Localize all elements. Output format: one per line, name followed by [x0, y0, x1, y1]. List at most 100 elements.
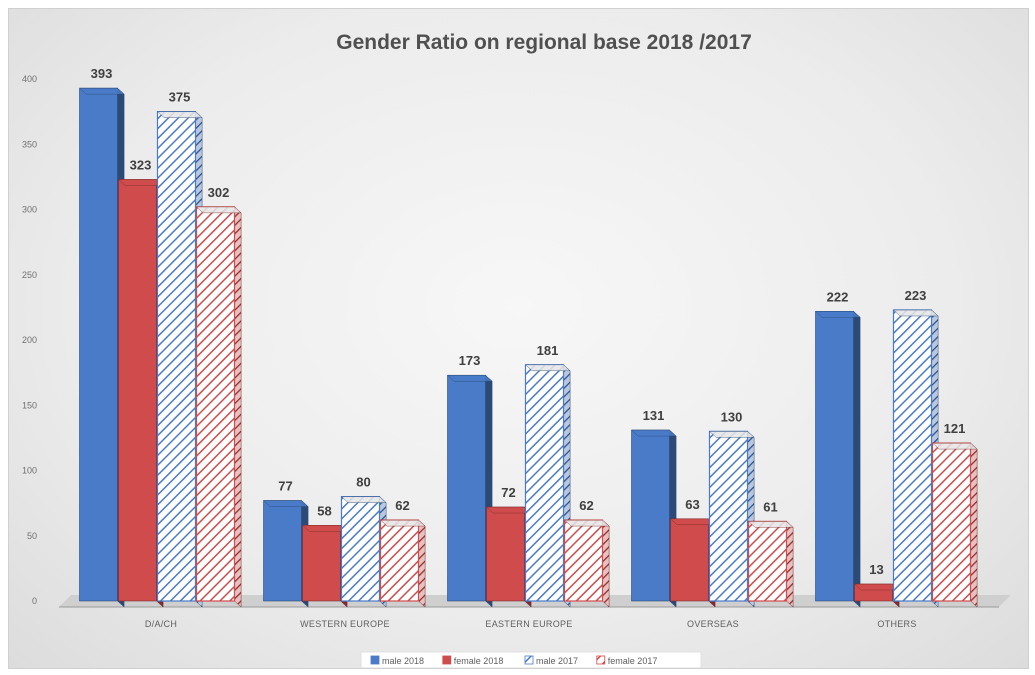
bar [708, 430, 755, 608]
bar-top [814, 311, 861, 318]
bar-top [446, 374, 493, 382]
bar-side [853, 310, 861, 608]
legend-swatch [442, 655, 452, 665]
data-label: 393 [91, 66, 113, 81]
bar [931, 442, 978, 608]
data-label: 77 [278, 479, 292, 494]
data-label: 13 [869, 562, 883, 577]
bar-top [931, 442, 978, 450]
x-category-label: OTHERS [877, 619, 916, 629]
bar [156, 111, 203, 608]
bar-front [156, 111, 197, 602]
y-tick-label: 150 [22, 400, 37, 410]
bar-front [340, 496, 381, 602]
bar-front [563, 519, 604, 602]
bar-front [79, 87, 118, 602]
bar-front [447, 374, 486, 602]
bar [524, 364, 571, 608]
data-label: 130 [721, 409, 743, 424]
legend: male 2018 female 2018 male 2017 female 2017 [360, 651, 702, 668]
bar-front [815, 310, 854, 602]
bar [669, 518, 716, 608]
data-label: 223 [905, 288, 927, 303]
data-label: 181 [537, 343, 559, 358]
bar [379, 519, 426, 608]
bar-top [669, 518, 716, 526]
bar [446, 374, 493, 608]
legend-swatch [524, 655, 534, 665]
bar [630, 429, 677, 608]
y-tick-label: 350 [22, 139, 37, 149]
bar-side [418, 519, 426, 608]
data-labels: 393 323 375 302 77 58 80 62 173 72 181 62 131 63 130 61… [91, 66, 966, 577]
bar-top [340, 496, 387, 503]
x-category-label: WESTERN EUROPE [300, 619, 390, 629]
y-tick-label: 300 [22, 205, 37, 215]
legend-item-label: female 2018 [454, 656, 504, 666]
bar [814, 310, 861, 608]
y-axis: 0 50 100 150 200 250 300 350 400 [22, 74, 37, 606]
bar-top [524, 364, 571, 372]
y-tick-label: 50 [27, 531, 37, 541]
bars-group [78, 87, 978, 608]
bar [195, 206, 242, 608]
bar-top [301, 525, 348, 532]
x-axis: D/A/CH WESTERN EUROPE EASTERN EUROPE OVERSE… [145, 619, 917, 629]
data-label: 61 [763, 499, 777, 514]
y-tick-label: 250 [22, 270, 37, 280]
bar-top [747, 521, 794, 528]
bar-side [970, 442, 978, 608]
legend-item-label: female 2017 [608, 656, 658, 666]
bar [301, 524, 348, 608]
data-label: 121 [944, 421, 966, 436]
data-label: 222 [827, 289, 849, 304]
bar-front [118, 179, 157, 602]
bar-top [78, 87, 125, 95]
data-label: 80 [356, 475, 370, 490]
x-category-label: OVERSEAS [687, 619, 739, 629]
bar-top [708, 431, 755, 438]
bar-top [262, 500, 309, 507]
bar-front [892, 309, 933, 602]
bar-top [379, 519, 426, 527]
bar-top [853, 583, 900, 591]
data-label: 375 [169, 90, 191, 105]
y-tick-label: 400 [22, 74, 37, 84]
bar-front [486, 506, 525, 602]
y-tick-label: 200 [22, 335, 37, 345]
bar [340, 496, 387, 608]
bar-front [302, 525, 341, 602]
data-label: 173 [459, 353, 481, 368]
bar [563, 519, 610, 608]
data-label: 58 [317, 503, 331, 518]
x-category-label: EASTERN EUROPE [485, 619, 572, 629]
bar-top [892, 309, 939, 317]
y-tick-label: 100 [22, 466, 37, 476]
bar-top [563, 519, 610, 527]
legend-item-label: male 2017 [536, 656, 578, 666]
bar-front [931, 442, 972, 602]
bar-side [234, 206, 242, 608]
bar-front [631, 429, 670, 602]
bar-top [630, 429, 677, 437]
data-label: 63 [685, 497, 699, 512]
bar-top [117, 179, 164, 186]
bar-front [379, 519, 420, 602]
bar-front [195, 206, 236, 602]
bar-top [195, 206, 242, 214]
bar-front [670, 518, 709, 602]
data-label: 62 [395, 498, 409, 513]
legend-item-label: male 2018 [382, 656, 424, 666]
bar-front [708, 430, 749, 602]
data-label: 323 [130, 157, 152, 172]
bar [78, 87, 125, 608]
bar-top [156, 111, 203, 118]
bar-chart: Gender Ratio on regional base 2018 /2017… [22, 31, 1011, 668]
bar-top [485, 506, 532, 514]
x-category-label: D/A/CH [145, 619, 177, 629]
data-label: 131 [643, 408, 665, 423]
legend-swatch [596, 655, 606, 665]
data-label: 62 [579, 498, 593, 513]
bar [747, 520, 794, 608]
data-label: 302 [208, 185, 230, 200]
